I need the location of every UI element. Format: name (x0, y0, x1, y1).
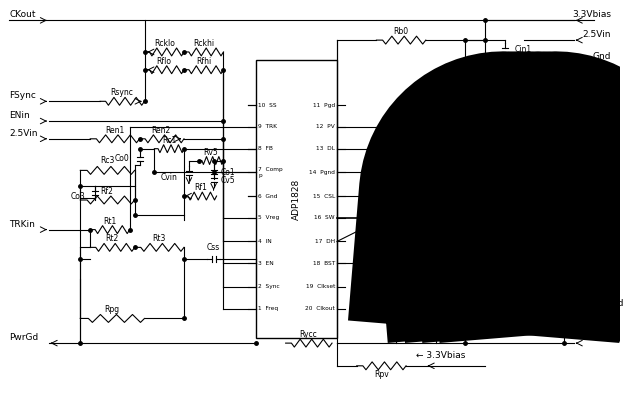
Text: 11  Pgd: 11 Pgd (313, 103, 335, 108)
Text: Rt3: Rt3 (152, 235, 166, 243)
Text: TRKin: TRKin (9, 220, 35, 229)
Bar (256, 60, 337, 338)
Text: 2.5Vin: 2.5Vin (9, 129, 38, 138)
Text: Rbst: Rbst (377, 250, 395, 259)
Text: Rt1: Rt1 (103, 217, 117, 226)
Text: 4  IN: 4 IN (258, 239, 271, 244)
Text: Cin1: Cin1 (515, 45, 532, 55)
Text: Cdr: Cdr (444, 111, 457, 120)
Text: Rf1: Rf1 (194, 183, 207, 192)
Text: QL1: QL1 (469, 229, 484, 239)
Text: Cv5: Cv5 (221, 176, 235, 185)
Text: 10  SS: 10 SS (258, 103, 277, 108)
Text: ADP1828: ADP1828 (292, 178, 301, 220)
Text: Gnd: Gnd (606, 299, 624, 308)
Text: CKout: CKout (9, 10, 36, 19)
Text: PwrGd: PwrGd (9, 333, 38, 342)
Text: Co3: Co3 (70, 192, 85, 200)
Text: ↑Co2: ↑Co2 (425, 295, 446, 304)
Text: Rc1: Rc1 (162, 136, 176, 145)
Text: Co1: Co1 (221, 168, 235, 177)
Text: 16  SW: 16 SW (315, 215, 335, 220)
Text: Co0: Co0 (115, 154, 130, 163)
Text: 15  CSL: 15 CSL (313, 194, 335, 198)
Text: 9  TRK: 9 TRK (258, 124, 277, 130)
Text: 12  PV: 12 PV (316, 124, 335, 130)
Text: QH1: QH1 (469, 160, 485, 169)
Text: Gnd: Gnd (593, 52, 611, 61)
Text: Dbst: Dbst (406, 271, 424, 281)
Text: 13  DL: 13 DL (316, 146, 335, 151)
Text: 20  Clkout: 20 Clkout (305, 306, 335, 311)
Text: Rfhi: Rfhi (196, 57, 211, 66)
Text: 19  Clkset: 19 Clkset (305, 284, 335, 290)
Text: 14  Pgnd: 14 Pgnd (309, 170, 335, 175)
Text: Cvin: Cvin (160, 173, 177, 182)
Text: FSync: FSync (9, 91, 36, 100)
Text: 6  Gnd: 6 Gnd (258, 194, 277, 198)
Text: Rckhi: Rckhi (193, 39, 214, 48)
Text: Rsync: Rsync (110, 88, 134, 97)
Text: Rflo: Rflo (157, 57, 172, 66)
Text: Rcl2: Rcl2 (419, 202, 436, 211)
Text: ← 3.3Vbias: ← 3.3Vbias (416, 351, 465, 360)
Text: 18  BST: 18 BST (313, 261, 335, 266)
Text: 3  EN: 3 EN (258, 261, 274, 266)
Text: Cbst: Cbst (458, 269, 476, 279)
Text: 3.3Vbias: 3.3Vbias (572, 10, 611, 19)
Text: 7  Comp
p: 7 Comp p (258, 167, 283, 178)
Text: Rpg: Rpg (104, 306, 120, 314)
Text: L1: L1 (524, 179, 535, 188)
Text: Rb0: Rb0 (394, 27, 409, 36)
Text: 5  Vreg: 5 Vreg (258, 215, 279, 220)
Text: Vout: Vout (591, 333, 611, 342)
Text: Ren1: Ren1 (105, 126, 125, 135)
Text: 2  Sync: 2 Sync (258, 284, 280, 290)
Text: Rv5: Rv5 (203, 148, 218, 156)
Text: ENin: ENin (9, 111, 30, 120)
Text: Css: Css (207, 243, 220, 252)
Text: Rcklo: Rcklo (154, 39, 175, 48)
Text: Ren2: Ren2 (152, 126, 171, 135)
Text: Rpv: Rpv (374, 370, 389, 379)
Text: Rc3: Rc3 (100, 156, 114, 166)
Text: Ccl: Ccl (393, 212, 405, 221)
Text: ↑Co1: ↑Co1 (386, 295, 407, 304)
Text: 8  FB: 8 FB (258, 146, 273, 151)
Text: Rcl1: Rcl1 (419, 183, 436, 192)
Text: 17  DH: 17 DH (315, 239, 335, 244)
Text: 2.5Vin: 2.5Vin (583, 30, 611, 39)
Text: Rt2: Rt2 (105, 235, 119, 243)
Text: Rf2: Rf2 (100, 187, 113, 196)
Text: Rycc: Rycc (300, 330, 317, 339)
Text: 1  Freq: 1 Freq (258, 306, 278, 311)
